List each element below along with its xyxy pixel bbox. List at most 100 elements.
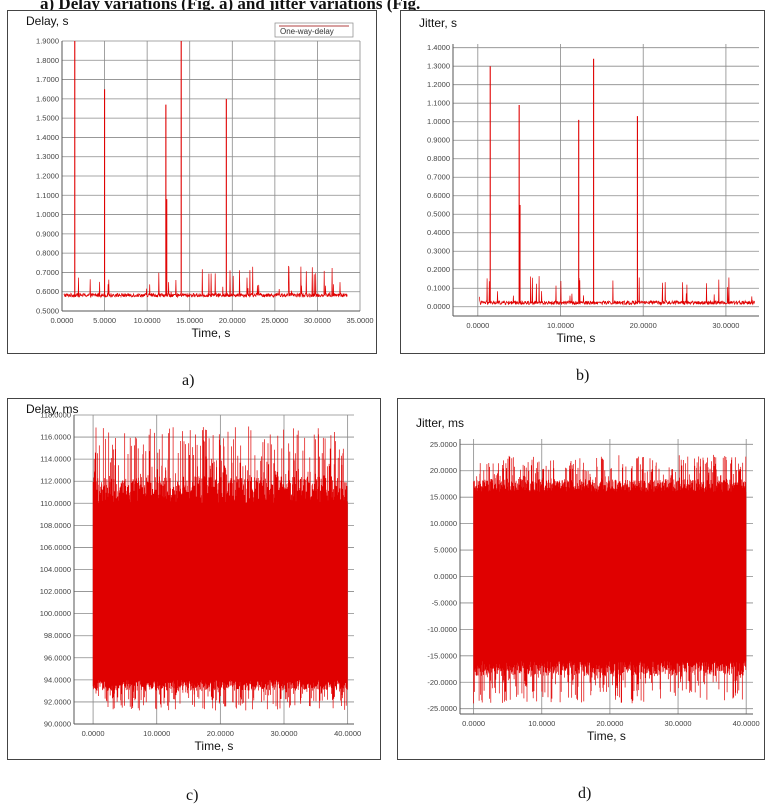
chart-c-svg: 90.0000 92.0000 94.0000 96.0000 98.0000 100.0… <box>26 402 361 753</box>
x-axis-label: Time, s <box>587 729 626 743</box>
series-line <box>92 426 348 711</box>
y-tick-label: 1.6000 <box>36 94 59 103</box>
y-tick-label: 1.2000 <box>427 80 450 89</box>
grid-lines <box>453 44 759 316</box>
x-tick-label: 5.0000 <box>93 316 116 325</box>
y-tick-label: 106.0000 <box>40 543 71 552</box>
y-tick-label: 1.5000 <box>36 114 59 123</box>
chart-panel-a: 0.5000 0.6000 0.7000 0.8000 0.9000 1.0000 1.10… <box>7 10 377 354</box>
y-tick-label: 92.0000 <box>44 697 71 706</box>
y-tick-label: 1.8000 <box>36 56 59 65</box>
x-tick-label: 20.0000 <box>630 321 657 330</box>
y-tick-label: -5.0000 <box>432 598 457 607</box>
chart-panel-c: 90.0000 92.0000 94.0000 96.0000 98.0000 100.0… <box>7 398 381 760</box>
x-tick-label: 30.0000 <box>304 316 331 325</box>
y-tick-label: 0.0000 <box>427 302 450 311</box>
y-tick-label: 0.3000 <box>427 247 450 256</box>
legend-entry: One-way-delay <box>280 27 334 36</box>
chart-d-svg: -25.0000 -20.0000 -15.0000 -10.0000 -5.0000 0… <box>416 416 760 743</box>
y-axis-label: Delay, ms <box>26 402 78 416</box>
y-tick-label: 0.7000 <box>36 268 59 277</box>
grid-lines <box>61 40 361 312</box>
y-axis-label: Jitter, ms <box>416 416 464 430</box>
y-tick-label: 1.1000 <box>427 99 450 108</box>
y-tick-label: 0.2000 <box>427 265 450 274</box>
y-tick-label: 0.5000 <box>36 307 59 316</box>
x-tick-label: 10.0000 <box>143 729 170 738</box>
top-caption-text: a) Delay variations (Fig. a) and jitter … <box>40 0 421 13</box>
x-tick-label: 0.0000 <box>466 321 489 330</box>
y-tick-label: -25.0000 <box>427 704 457 713</box>
y-tick-label: 0.4000 <box>427 228 450 237</box>
y-tick-label: 1.0000 <box>36 210 59 219</box>
y-tick-label: 0.5000 <box>427 210 450 219</box>
y-tick-label: 100.0000 <box>40 609 71 618</box>
panel-label-a: a) <box>182 372 195 389</box>
y-tick-label: 102.0000 <box>40 587 71 596</box>
y-tick-label: -20.0000 <box>427 678 457 687</box>
y-tick-label: 0.7000 <box>427 173 450 182</box>
x-tick-label: 10.0000 <box>528 719 555 728</box>
x-tick-label: 10.0000 <box>134 316 161 325</box>
x-tick-label: 30.0000 <box>270 729 297 738</box>
chart-a-svg: 0.5000 0.6000 0.7000 0.8000 0.9000 1.0000 1.10… <box>26 14 374 340</box>
y-tick-label: 108.0000 <box>40 521 71 530</box>
y-tick-label: 0.9000 <box>36 229 59 238</box>
series-line <box>479 276 756 306</box>
y-tick-label: 94.0000 <box>44 675 71 684</box>
y-tick-label: -10.0000 <box>427 625 457 634</box>
y-tick-label: 118.0000 <box>40 411 71 420</box>
y-tick-label: 114.0000 <box>40 455 71 464</box>
y-tick-label: 1.4000 <box>427 43 450 52</box>
y-tick-label: 1.7000 <box>36 75 59 84</box>
y-tick-label: -15.0000 <box>427 651 457 660</box>
y-tick-label: 112.0000 <box>40 477 71 486</box>
x-tick-label: 20.0000 <box>207 729 234 738</box>
x-tick-label: 25.0000 <box>261 316 288 325</box>
panel-label-c: c) <box>186 787 199 804</box>
series-line <box>63 265 348 299</box>
x-tick-label: 0.0000 <box>82 729 105 738</box>
y-tick-label: 1.0000 <box>427 117 450 126</box>
y-tick-label: 98.0000 <box>44 631 71 640</box>
y-tick-label: 1.9000 <box>36 37 59 46</box>
y-tick-label: 0.8000 <box>36 249 59 258</box>
x-axis-label: Time, s <box>557 331 596 345</box>
x-tick-label: 30.0000 <box>712 321 739 330</box>
y-tick-label: 25.0000 <box>430 440 457 449</box>
y-tick-label: 15.0000 <box>430 493 457 502</box>
y-tick-label: 0.6000 <box>36 287 59 296</box>
figure-top-caption: a) Delay variations (Fig. a) and jitter … <box>0 0 768 14</box>
x-tick-label: 0.0000 <box>462 719 485 728</box>
y-tick-label: 0.9000 <box>427 136 450 145</box>
chart-panel-b: 0.0000 0.1000 0.2000 0.3000 0.4000 0.5000 0.60… <box>400 10 765 354</box>
y-tick-label: 0.1000 <box>427 284 450 293</box>
x-tick-label: 30.0000 <box>664 719 691 728</box>
x-tick-label: 20.0000 <box>596 719 623 728</box>
x-axis-label: Time, s <box>192 326 231 340</box>
y-tick-label: 5.0000 <box>434 546 457 555</box>
y-axis-label: Delay, s <box>26 14 68 28</box>
x-tick-label: 20.0000 <box>219 316 246 325</box>
y-tick-label: 10.0000 <box>430 519 457 528</box>
legend: One-way-delay <box>274 22 354 38</box>
x-tick-label: 40.0000 <box>733 719 760 728</box>
y-tick-label: 1.3000 <box>36 152 59 161</box>
chart-b-svg: 0.0000 0.1000 0.2000 0.3000 0.4000 0.5000 0.60… <box>419 16 759 345</box>
y-axis-label: Jitter, s <box>419 16 457 30</box>
y-tick-label: 0.0000 <box>434 572 457 581</box>
y-tick-label: 1.1000 <box>36 191 59 200</box>
y-tick-label: 96.0000 <box>44 653 71 662</box>
y-tick-label: 1.2000 <box>36 172 59 181</box>
x-axis-label: Time, s <box>195 739 234 753</box>
y-tick-label: 1.4000 <box>36 133 59 142</box>
y-tick-label: 0.6000 <box>427 191 450 200</box>
x-tick-label: 40.0000 <box>334 729 361 738</box>
series-line <box>473 454 747 704</box>
y-tick-label: 20.0000 <box>430 466 457 475</box>
y-tick-label: 116.0000 <box>40 433 71 442</box>
y-tick-label: 90.0000 <box>44 720 71 729</box>
panel-label-d: d) <box>578 785 592 802</box>
x-tick-label: 10.0000 <box>547 321 574 330</box>
x-tick-label: 0.0000 <box>51 316 74 325</box>
